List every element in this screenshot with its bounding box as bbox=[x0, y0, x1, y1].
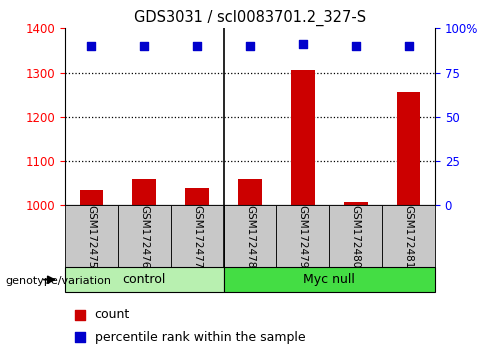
Point bbox=[193, 43, 201, 49]
Bar bbox=[382, 205, 435, 267]
Bar bbox=[185, 188, 209, 205]
Bar bbox=[65, 205, 118, 267]
Text: count: count bbox=[94, 308, 130, 321]
Bar bbox=[65, 267, 224, 292]
Text: Myc null: Myc null bbox=[304, 273, 355, 286]
Text: control: control bbox=[122, 273, 166, 286]
Point bbox=[299, 41, 307, 47]
Bar bbox=[224, 267, 435, 292]
Bar bbox=[224, 205, 276, 267]
Point bbox=[76, 334, 84, 340]
Point bbox=[404, 43, 412, 49]
Text: GSM172478: GSM172478 bbox=[245, 205, 255, 268]
Bar bbox=[238, 179, 262, 205]
Title: GDS3031 / scl0083701.2_327-S: GDS3031 / scl0083701.2_327-S bbox=[134, 9, 366, 25]
Bar bbox=[80, 190, 104, 205]
Bar bbox=[291, 70, 315, 205]
Bar bbox=[132, 179, 156, 205]
Text: GSM172475: GSM172475 bbox=[86, 205, 97, 268]
Text: GSM172481: GSM172481 bbox=[404, 205, 413, 268]
Bar bbox=[118, 205, 171, 267]
Point bbox=[246, 43, 254, 49]
Text: genotype/variation: genotype/variation bbox=[5, 276, 111, 286]
Text: GSM172480: GSM172480 bbox=[350, 205, 360, 268]
Point bbox=[140, 43, 148, 49]
Text: percentile rank within the sample: percentile rank within the sample bbox=[94, 331, 305, 343]
Text: GSM172476: GSM172476 bbox=[140, 205, 149, 268]
Bar bbox=[330, 205, 382, 267]
Bar bbox=[276, 205, 330, 267]
Bar bbox=[396, 92, 420, 205]
Text: GSM172477: GSM172477 bbox=[192, 205, 202, 268]
Point bbox=[76, 312, 84, 318]
Bar bbox=[170, 205, 224, 267]
Text: GSM172479: GSM172479 bbox=[298, 205, 308, 268]
Bar bbox=[344, 202, 368, 205]
Point bbox=[352, 43, 360, 49]
Point bbox=[88, 43, 96, 49]
